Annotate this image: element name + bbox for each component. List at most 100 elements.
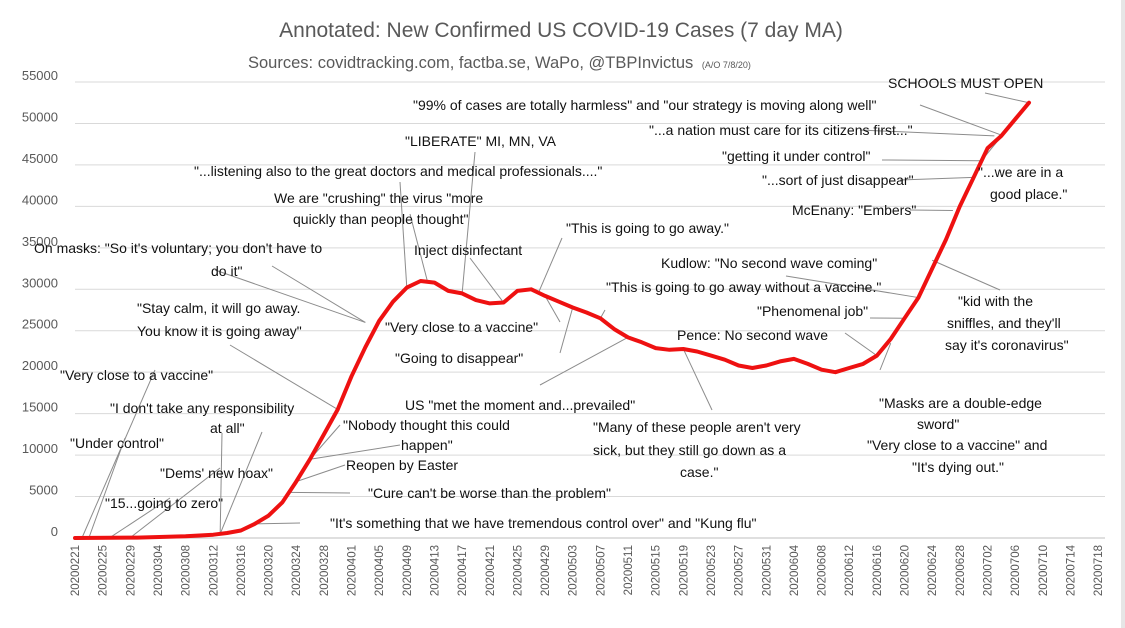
annotation-label: "Masks are a double-edge [879, 395, 1042, 411]
x-tick-label: 20200409 [402, 545, 414, 596]
annotation-label: "Under control" [70, 435, 164, 451]
annotation-leader [461, 151, 476, 294]
y-tick-label: 45000 [22, 151, 58, 166]
annotation-leader [544, 295, 561, 323]
x-tick-label: 20200608 [817, 545, 829, 596]
x-tick-label: 20200316 [236, 545, 248, 596]
annotation-leader [88, 437, 126, 539]
x-tick-label: 20200706 [1010, 545, 1022, 596]
annotation-label: case." [680, 464, 718, 480]
x-tick-label: 20200401 [347, 545, 359, 596]
annotation-leader [409, 213, 429, 282]
annotation-leader [229, 344, 338, 410]
annotation-label: "This is going to go away without a vacc… [606, 279, 881, 295]
x-tick-label: 20200221 [70, 545, 82, 596]
x-tick-label: 20200604 [789, 544, 801, 596]
x-tick-label: 20200624 [927, 544, 939, 596]
y-tick-label: 0 [51, 524, 58, 539]
x-tick-label: 20200511 [623, 545, 635, 595]
y-tick-label: 25000 [22, 317, 58, 332]
annotation-leader [271, 265, 366, 323]
annotation-label: happen" [401, 437, 453, 453]
annotations: "Very close to a vaccine" "Under control"… [34, 75, 1069, 531]
x-tick-label: 20200507 [595, 545, 607, 596]
annotation-leader [399, 181, 408, 288]
y-tick-label: 50000 [22, 109, 58, 124]
annotation-leader [109, 497, 171, 539]
annotation-leader [899, 176, 974, 181]
x-axis-ticks: 20200221 20200225 20200229 20200304 20200308… [70, 544, 1105, 596]
annotation-label: You know it is going away" [137, 323, 302, 339]
chart-subtitle: Sources: covidtracking.com, factba.se, W… [248, 54, 693, 72]
annotation-label: "15...going to zero" [105, 495, 223, 511]
y-tick-label: 55000 [22, 68, 58, 83]
annotation-leader [879, 342, 892, 371]
annotation-label: "...listening also to the great doctors … [194, 163, 602, 179]
y-tick-label: 40000 [22, 192, 58, 207]
x-tick-label: 20200413 [429, 545, 441, 596]
annotation-label: "LIBERATE" MI, MN, VA [405, 133, 557, 149]
annotation-label: "This is going to go away." [566, 220, 729, 236]
x-tick-label: 20200531 [761, 545, 773, 596]
annotation-leader [289, 491, 351, 494]
annotation-label: sick, but they still go down as a [593, 442, 786, 458]
y-tick-label: 20000 [22, 358, 58, 373]
annotation-label: "Going to disappear" [395, 350, 523, 366]
x-tick-label: 20200702 [982, 545, 994, 596]
annotation-label: "kid with the [958, 293, 1033, 309]
annotation-label: "I don't take any responsibility [110, 400, 294, 416]
gridlines [75, 81, 1105, 539]
annotation-leader [296, 464, 346, 483]
annotation-label: We are "crushing" the virus "more [274, 190, 483, 206]
annotation-label: Reopen by Easter [346, 457, 458, 473]
annotation-label: "Very close to a vaccine" [385, 319, 538, 335]
annotation-leader [931, 259, 1001, 291]
x-tick-label: 20200225 [98, 545, 110, 596]
annotation-label: "getting it under control" [722, 148, 871, 164]
chart-title: Annotated: New Confirmed US COVID-19 Cas… [279, 19, 843, 42]
y-tick-label: 35000 [22, 234, 58, 249]
annotation-leaders [81, 92, 1030, 539]
x-tick-label: 20200328 [319, 545, 331, 596]
x-tick-label: 20200718 [1093, 545, 1105, 596]
annotation-label: McEnany: "Embers" [792, 202, 916, 218]
series-line [73, 100, 1031, 540]
annotation-label: "Very close to a vaccine" and [867, 437, 1047, 453]
annotation-leader [214, 269, 366, 323]
x-tick-label: 20200429 [540, 545, 552, 596]
annotation-leader [129, 467, 221, 538]
y-tick-label: 30000 [22, 275, 58, 290]
x-tick-label: 20200405 [374, 545, 386, 596]
x-tick-label: 20200519 [678, 545, 690, 596]
x-tick-label: 20200515 [651, 545, 663, 596]
annotation-label: Pence: No second wave [677, 327, 828, 343]
annotation-leader [537, 237, 563, 294]
annotation-leader [909, 209, 953, 212]
x-tick-label: 20200304 [153, 544, 165, 596]
x-tick-label: 20200324 [291, 544, 303, 596]
annotation-leader [859, 129, 995, 137]
annotation-label: at all" [210, 420, 245, 436]
x-tick-label: 20200527 [734, 545, 746, 596]
annotation-label: quickly than people thought" [293, 211, 468, 227]
annotation-label: "...sort of just disappear" [762, 172, 914, 188]
x-tick-label: 20200503 [568, 545, 580, 596]
y-tick-label: 5000 [29, 483, 58, 498]
chart-subtitle-line: Sources: covidtracking.com, factba.se, W… [248, 54, 751, 72]
annotation-leader [844, 332, 878, 357]
annotation-label: say it's coronavirus" [945, 337, 1069, 353]
annotation-label: "Nobody thought this could [343, 417, 510, 433]
x-tick-label: 20200308 [181, 545, 193, 596]
annotation-leader [881, 159, 981, 162]
chart-subtitle-note: (A/O 7/8/20) [702, 60, 751, 70]
annotation-leader [309, 444, 401, 460]
annotation-label: Kudlow: "No second wave coming" [661, 255, 877, 271]
x-tick-label: 20200714 [1065, 544, 1077, 596]
y-axis-ticks: 0 5000 10000 15000 20000 25000 30000 35000 40000… [22, 68, 58, 539]
x-tick-label: 20200421 [485, 545, 497, 596]
annotation-label: good place." [990, 186, 1067, 202]
x-tick-label: 20200612 [844, 545, 856, 596]
annotation-label: "Stay calm, it will go away. [137, 300, 300, 316]
